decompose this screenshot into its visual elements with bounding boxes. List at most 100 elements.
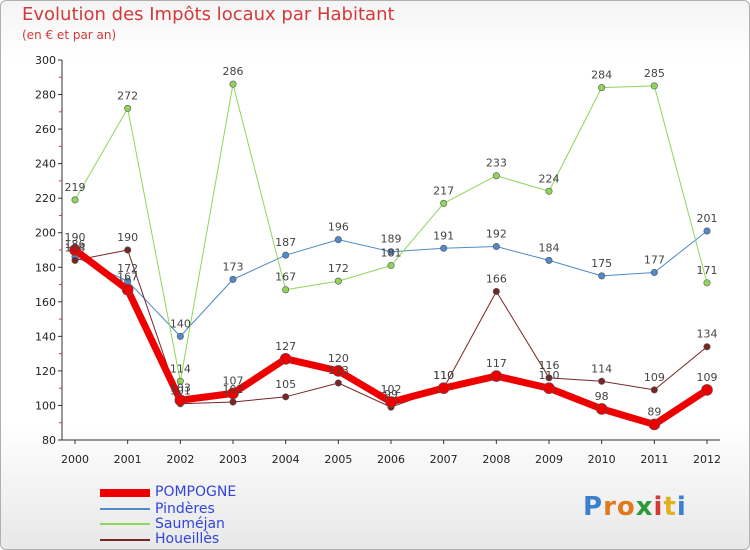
data-label-houeilles: 109 — [644, 371, 665, 384]
data-label-houeilles: 110 — [433, 369, 454, 382]
data-label-pompogne: 109 — [697, 371, 718, 384]
data-label-saumejan: 272 — [117, 89, 138, 102]
data-label-pinderes: 140 — [170, 317, 191, 330]
data-label-pompogne: 117 — [486, 357, 507, 370]
data-label-pompogne: 103 — [170, 381, 191, 394]
data-point-houeilles — [703, 343, 711, 351]
y-tick-label: 100 — [35, 399, 56, 412]
data-label-houeilles: 102 — [223, 383, 244, 396]
data-point-saumejan — [229, 80, 237, 88]
y-tick-label: 160 — [35, 296, 56, 309]
data-label-houeilles: 105 — [275, 378, 296, 391]
x-tick-label: 2010 — [588, 453, 616, 466]
legend-label-pinderes: Pindères — [155, 501, 215, 517]
data-point-houeilles — [492, 287, 500, 295]
data-point-pinderes — [545, 256, 553, 264]
data-label-houeilles: 184 — [65, 241, 86, 254]
logo-letter: i — [676, 492, 687, 522]
data-point-pompogne — [648, 418, 661, 431]
proxiti-logo: Proxiti — [583, 492, 687, 522]
data-point-pompogne — [701, 384, 713, 396]
data-label-pinderes: 177 — [644, 253, 665, 266]
data-label-pinderes: 175 — [591, 257, 612, 270]
data-label-saumejan: 285 — [644, 67, 665, 80]
data-point-pompogne — [437, 382, 450, 394]
legend-swatch-pinderes — [100, 508, 150, 510]
data-point-pinderes — [650, 268, 658, 276]
data-point-pompogne — [490, 370, 503, 382]
data-point-houeilles — [545, 374, 553, 382]
data-label-pompogne: 89 — [647, 405, 661, 418]
data-point-pinderes — [492, 243, 500, 251]
data-point-pinderes — [387, 248, 395, 256]
legend-swatch-pompogne — [100, 489, 150, 497]
data-label-saumejan: 284 — [591, 69, 612, 82]
data-label-houeilles: 116 — [539, 359, 560, 372]
data-point-saumejan — [334, 277, 342, 285]
data-point-saumejan — [124, 104, 132, 112]
data-label-pompogne: 102 — [381, 383, 402, 396]
data-point-houeilles — [334, 379, 342, 387]
x-tick-label: 2006 — [377, 453, 405, 466]
logo-letter: x — [635, 492, 654, 522]
x-tick-label: 2003 — [219, 453, 247, 466]
data-point-pinderes — [176, 332, 184, 340]
data-label-saumejan: 181 — [381, 247, 402, 260]
logo-letter: i — [653, 492, 664, 522]
data-label-saumejan: 233 — [486, 157, 507, 170]
chart-title: Evolution des Impôts locaux par Habitant — [22, 4, 395, 25]
data-point-pinderes — [703, 227, 711, 235]
data-point-pompogne — [227, 387, 239, 400]
data-point-houeilles — [71, 256, 79, 264]
data-point-saumejan — [282, 286, 290, 294]
data-label-saumejan: 219 — [65, 181, 86, 194]
data-label-pompogne: 167 — [117, 271, 138, 284]
data-label-saumejan: 172 — [328, 262, 349, 275]
data-label-houeilles: 101 — [170, 385, 191, 398]
data-label-pompogne: 190 — [65, 231, 86, 244]
y-tick-label: 280 — [35, 89, 56, 102]
data-point-pompogne — [121, 283, 134, 296]
x-tick-label: 2002 — [166, 453, 194, 466]
data-label-saumejan: 224 — [539, 172, 560, 185]
data-point-pompogne — [332, 365, 345, 377]
data-point-pompogne — [595, 403, 608, 415]
data-point-saumejan — [440, 199, 448, 207]
y-tick-label: 200 — [35, 227, 56, 240]
data-point-pompogne — [174, 394, 187, 407]
data-label-pinderes: 191 — [433, 229, 454, 242]
y-tick-label: 240 — [35, 158, 56, 171]
data-label-pinderes: 201 — [697, 212, 718, 225]
data-point-houeilles — [282, 393, 290, 401]
data-label-houeilles: 190 — [117, 231, 138, 244]
data-point-pinderes — [334, 236, 342, 244]
data-point-saumejan — [71, 196, 79, 204]
data-label-pompogne: 107 — [223, 374, 244, 387]
data-label-pompogne: 120 — [328, 352, 349, 365]
data-point-houeilles — [598, 377, 606, 385]
data-label-pinderes: 187 — [275, 236, 296, 249]
x-tick-label: 2007 — [430, 453, 458, 466]
logo-letter: t — [663, 492, 677, 522]
y-tick-label: 140 — [35, 330, 56, 343]
legend-swatch-houeilles — [100, 539, 150, 541]
chart-subtitle: (en € et par an) — [22, 28, 117, 42]
data-point-saumejan — [703, 279, 711, 287]
x-tick-label: 2004 — [272, 453, 300, 466]
data-point-saumejan — [598, 84, 606, 92]
data-point-saumejan — [176, 377, 184, 385]
data-label-houeilles: 114 — [591, 362, 612, 375]
y-tick-label: 180 — [35, 261, 56, 274]
y-tick-label: 260 — [35, 123, 56, 136]
logo-letter: P — [583, 492, 604, 522]
data-point-houeilles — [229, 398, 237, 406]
data-label-pompogne: 127 — [275, 340, 296, 353]
x-tick-label: 2011 — [640, 453, 668, 466]
data-label-houeilles: 134 — [697, 328, 718, 341]
data-label-houeilles: 99 — [384, 388, 398, 401]
data-point-saumejan — [545, 187, 553, 195]
legend-label-houeilles: Houeillès — [155, 531, 220, 547]
legend-label-saumejan: Sauméjan — [155, 516, 225, 532]
data-label-pinderes: 189 — [381, 233, 402, 246]
data-label-saumejan: 286 — [223, 65, 244, 78]
